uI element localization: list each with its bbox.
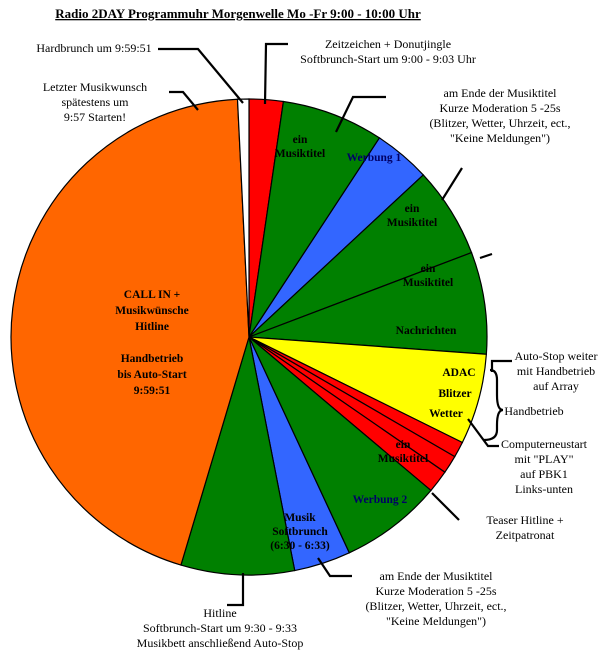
slice-labels: ein Musiktitel Werbung 1 ein Musiktitel ein Mu…	[115, 134, 475, 552]
slice-label-line: Musiktitel	[275, 148, 325, 160]
slice-hardbrunch	[236, 98, 250, 338]
slice-label-line: Softbrunch	[272, 526, 328, 538]
slice-label-werbung2: Werbung 2	[353, 494, 408, 506]
slice-label-line: Musiktitel	[403, 277, 453, 289]
annotation-line: Handbetrieb	[504, 404, 563, 418]
slice-musik3	[248, 251, 488, 355]
annotation-computer: Computerneustart mit "PLAY" auf PBK1 Links-…	[501, 437, 588, 496]
leader-moderation-top	[335, 95, 386, 133]
slice-label-wetter: Wetter	[429, 408, 463, 420]
annotation-line: Teaser Hitline +	[486, 513, 563, 527]
annotations: Hardbrunch um 9:59:51 Letzter Musikwunsch…	[36, 37, 597, 650]
annotation-handbetrieb: Handbetrieb	[504, 404, 563, 418]
annotation-line: Letzter Musikwunsch	[43, 80, 147, 94]
slice-label-line: bis Auto-Start	[117, 369, 186, 381]
annotation-line: Hitline	[203, 606, 236, 620]
annotation-line: mit Handbetrieb	[517, 364, 595, 378]
slice-label-line: Wetter	[429, 408, 463, 420]
annotation-line: auf Array	[533, 379, 579, 393]
annotation-line: (Blitzer, Wetter, Uhrzeit, ect.,	[429, 116, 570, 130]
annotation-hitline: Hitline Softbrunch-Start um 9:30 - 9:33 Mu…	[137, 606, 304, 650]
annotation-line: Zeitpatronat	[496, 528, 555, 542]
page-title: Radio 2DAY Programmuhr Morgenwelle Mo -F…	[55, 6, 421, 21]
leader-lines	[158, 42, 512, 607]
slice-label-line: 9:59:51	[134, 385, 171, 397]
annotation-moderation-bottom: am Ende der Musiktitel Kurze Moderation 5…	[365, 569, 506, 628]
slice-label-line: CALL IN +	[124, 289, 180, 301]
annotation-line: Kurze Moderation 5 -25s	[440, 101, 561, 115]
pie-slices	[10, 98, 488, 576]
slice-label-line: Nachrichten	[396, 325, 457, 337]
leader-musik3	[479, 252, 493, 260]
slice-label-line: ein	[293, 134, 308, 146]
annotation-line: mit "PLAY"	[514, 452, 573, 466]
annotation-line: am Ende der Musiktitel	[380, 569, 494, 583]
slice-label-line: Werbung 1	[347, 152, 402, 164]
annotation-line: Links-unten	[515, 482, 573, 496]
leader-zeitzeichen	[263, 42, 288, 105]
annotation-line: Computerneustart	[501, 437, 588, 451]
slice-label-line: Musik	[284, 512, 316, 524]
leader-teaser	[431, 492, 460, 521]
annotation-line: Auto-Stop weiter	[515, 349, 598, 363]
slice-label-line: ein	[405, 203, 420, 215]
annotation-line: (Blitzer, Wetter, Uhrzeit, ect.,	[365, 599, 506, 613]
annotation-line: "Keine Meldungen")	[386, 614, 486, 628]
slice-label-line: Handbetrieb	[121, 353, 184, 365]
slice-label-blitzer: Blitzer	[438, 388, 471, 400]
leader-hardbrunch	[158, 47, 244, 104]
leader-letzter	[169, 90, 199, 111]
annotation-zeitzeichen: Zeitzeichen + Donutjingle Softbrunch-Star…	[300, 37, 476, 66]
annotation-letzter: Letzter Musikwunsch spätestens um 9:57 Sta…	[43, 80, 147, 124]
annotation-line: 9:57 Starten!	[64, 110, 126, 124]
slice-label-line: Werbung 2	[353, 494, 408, 506]
slice-label-line: Hitline	[135, 321, 169, 333]
slice-label-musik2: ein Musiktitel	[387, 203, 437, 229]
slice-label-line: Blitzer	[438, 388, 471, 400]
annotation-line: Softbrunch-Start um 9:00 - 9:03 Uhr	[300, 52, 476, 66]
slice-softbrunch	[180, 336, 296, 576]
slice-label-line: Musiktitel	[387, 217, 437, 229]
slice-label-nachrichten: Nachrichten	[396, 325, 457, 337]
slice-label-line: ADAC	[442, 367, 475, 379]
slice-label-softbrunch: Musik Softbrunch (6:30 - 6:33)	[270, 512, 330, 552]
handbetrieb-brace	[483, 368, 504, 442]
leader-moderation-bottom	[317, 557, 352, 578]
slice-label-adac: ADAC	[442, 367, 475, 379]
annotation-line: Zeitzeichen + Donutjingle	[325, 37, 451, 51]
slice-label-musik4: ein Musiktitel	[378, 439, 428, 465]
annotation-line: Softbrunch-Start um 9:30 - 9:33	[143, 621, 297, 635]
slice-label-line: Musiktitel	[378, 453, 428, 465]
annotation-hardbrunch: Hardbrunch um 9:59:51	[36, 41, 151, 55]
slice-label-line: (6:30 - 6:33)	[270, 540, 330, 552]
slice-musik1	[248, 100, 381, 338]
annotation-line: Musikbett anschließend Auto-Stop	[137, 636, 304, 650]
slice-label-line: ein	[396, 439, 411, 451]
annotation-line: "Keine Meldungen")	[450, 131, 550, 145]
slice-callin	[10, 98, 250, 566]
annotation-line: Hardbrunch um 9:59:51	[36, 41, 151, 55]
annotation-line: Kurze Moderation 5 -25s	[376, 584, 497, 598]
annotation-autostop: Auto-Stop weiter mit Handbetrieb auf Array	[515, 349, 598, 393]
leader-computer	[467, 418, 499, 448]
leader-hitline	[227, 573, 245, 607]
slice-label-musik3: ein Musiktitel	[403, 263, 453, 289]
leader-autostop	[490, 359, 512, 372]
slice-label-musik1: ein Musiktitel	[275, 134, 325, 160]
slice-label-line: ein	[421, 263, 436, 275]
annotation-moderation-top: am Ende der Musiktitel Kurze Moderation 5…	[429, 86, 570, 145]
slice-label-werbung1: Werbung 1	[347, 152, 402, 164]
annotation-line: am Ende der Musiktitel	[444, 86, 558, 100]
annotation-line: auf PBK1	[520, 467, 568, 481]
leader-musik2	[441, 167, 463, 201]
slice-label-line: Musikwünsche	[115, 305, 189, 317]
slice-label-callin: CALL IN + Musikwünsche Hitline Handbetrieb b…	[115, 289, 189, 397]
slice-musik4	[248, 336, 432, 554]
annotation-line: spätestens um	[62, 95, 130, 109]
annotation-teaser: Teaser Hitline + Zeitpatronat	[486, 513, 563, 542]
